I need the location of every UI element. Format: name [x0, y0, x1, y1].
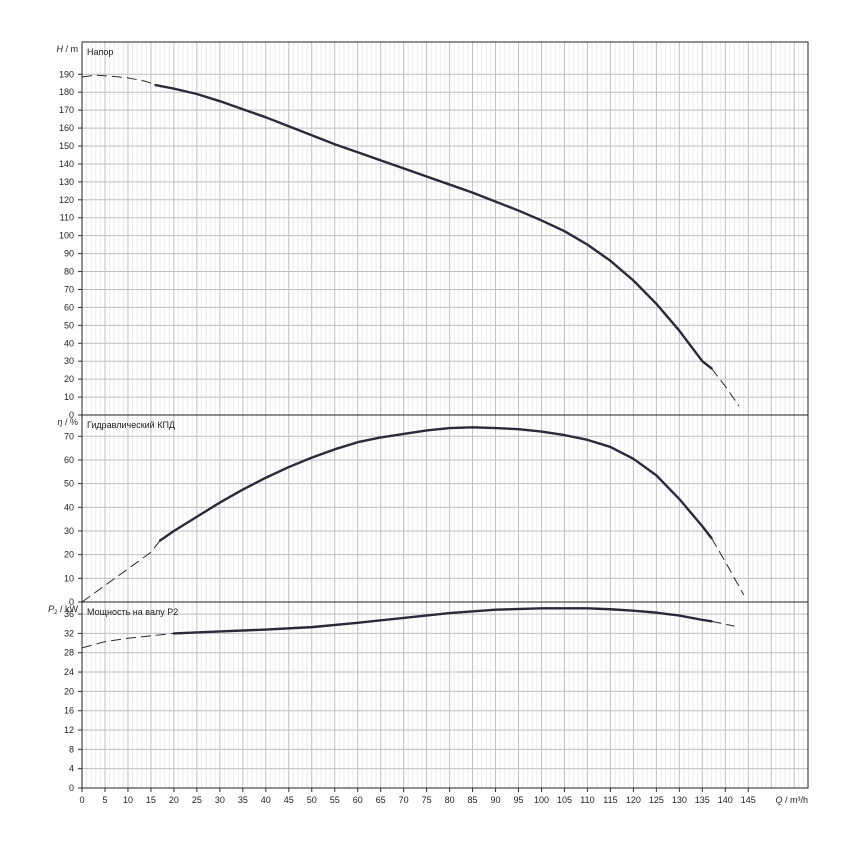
- y-tick-label: 130: [59, 177, 74, 187]
- y-tick-label: 40: [64, 338, 74, 348]
- y-tick-label: 4: [69, 764, 74, 774]
- y-tick-label: 80: [64, 267, 74, 277]
- y-tick-label: 10: [64, 573, 74, 583]
- x-axis-label: Q / m³/h: [775, 795, 808, 805]
- y-tick-label: 190: [59, 69, 74, 79]
- x-tick-label: 110: [580, 795, 594, 805]
- y-tick-label: 24: [64, 667, 74, 677]
- y-tick-label: 90: [64, 249, 74, 259]
- y-tick-label: 36: [64, 609, 74, 619]
- panel-frame: [81, 601, 809, 789]
- y-tick-label: 0: [69, 597, 74, 607]
- curve-solid: [158, 426, 713, 542]
- y-tick-label: 120: [59, 195, 74, 205]
- y-tick-label: 30: [64, 526, 74, 536]
- y-tick-label: 110: [60, 213, 74, 223]
- x-tick-label: 40: [261, 795, 271, 805]
- y-tick-label: 16: [64, 706, 74, 716]
- x-tick-label: 95: [514, 795, 524, 805]
- y-tick-label: 0: [69, 410, 74, 420]
- y-tick-label: 70: [64, 431, 74, 441]
- x-tick-label: 105: [557, 795, 572, 805]
- y-tick-label: 20: [64, 686, 74, 696]
- curve-dashed-right: [711, 537, 745, 596]
- y-tick-label: 32: [64, 628, 74, 638]
- x-tick-label: 120: [626, 795, 641, 805]
- curve-dashed-right: [711, 620, 735, 627]
- y-tick-label: 40: [64, 502, 74, 512]
- x-tick-label: 90: [491, 795, 501, 805]
- y-tick-label: 60: [64, 302, 74, 312]
- x-tick-label: 15: [146, 795, 156, 805]
- x-tick-label: 50: [307, 795, 317, 805]
- x-tick-label: 145: [741, 795, 756, 805]
- y-tick-label: 12: [64, 725, 74, 735]
- y-tick-label: 0: [69, 783, 74, 793]
- x-tick-label: 80: [445, 795, 455, 805]
- panel-title: Напор: [87, 47, 113, 57]
- y-tick-label: 160: [59, 123, 74, 133]
- x-tick-label: 135: [695, 795, 710, 805]
- x-tick-label: 25: [192, 795, 202, 805]
- y-tick-label: 10: [64, 392, 74, 402]
- x-axis: 0 5 10 15 20 25 30 35 40 45 50 55 60 65 70 75 80 85 90 95 10…: [79, 788, 808, 805]
- y-tick-label: 20: [64, 550, 74, 560]
- y-tick-label: 60: [64, 455, 74, 465]
- panel-0: 0 10 20 30 40 50 60 70 80 90 100 110 120 130 140 150 160…: [57, 41, 809, 420]
- y-tick-label: 100: [59, 231, 74, 241]
- x-tick-label: 115: [603, 795, 617, 805]
- y-axis-label: η / %: [57, 417, 78, 427]
- y-tick-label: 170: [59, 105, 74, 115]
- panel-2: 0 4 8 12 16 20 24 28 32 36 Мощность на валу P2 P2 /…: [48, 601, 809, 793]
- x-tick-label: 35: [238, 795, 248, 805]
- x-tick-label: 75: [422, 795, 432, 805]
- x-tick-label: 10: [123, 795, 133, 805]
- y-tick-label: 50: [64, 320, 74, 330]
- x-tick-label: 140: [718, 795, 733, 805]
- x-tick-label: 70: [399, 795, 409, 805]
- x-tick-label: 85: [468, 795, 478, 805]
- curve-dashed-right: [711, 368, 740, 407]
- y-tick-label: 20: [64, 374, 74, 384]
- x-tick-label: 0: [79, 795, 84, 805]
- y-tick-label: 70: [64, 284, 74, 294]
- x-tick-label: 130: [672, 795, 687, 805]
- y-tick-label: 180: [59, 87, 74, 97]
- y-tick-label: 28: [64, 648, 74, 658]
- panel-title: Мощность на валу P2: [87, 607, 178, 617]
- x-tick-label: 30: [215, 795, 225, 805]
- y-axis-label: P2 / kW: [48, 604, 78, 616]
- y-tick-label: 150: [59, 141, 74, 151]
- panel-1: 0 10 20 30 40 50 60 70 Гидравлический КПД η / %: [57, 414, 809, 607]
- x-tick-label: 65: [376, 795, 386, 805]
- x-tick-label: 20: [169, 795, 179, 805]
- curve-solid: [154, 83, 713, 370]
- x-tick-label: 5: [102, 795, 107, 805]
- curve-solid: [172, 607, 713, 635]
- y-axis-label: H / m: [57, 44, 79, 54]
- x-tick-label: 60: [353, 795, 363, 805]
- y-tick-label: 8: [69, 744, 74, 754]
- curve-dashed-left: [81, 632, 174, 649]
- panel-title: Гидравлический КПД: [87, 420, 175, 430]
- curve-dashed-left: [81, 74, 156, 86]
- y-tick-label: 30: [64, 356, 74, 366]
- x-tick-label: 55: [330, 795, 340, 805]
- y-tick-label: 140: [59, 159, 74, 169]
- x-tick-label: 125: [649, 795, 664, 805]
- y-tick-label: 50: [64, 479, 74, 489]
- curve-dashed-left: [81, 540, 161, 603]
- x-tick-label: 45: [284, 795, 294, 805]
- x-tick-label: 100: [534, 795, 549, 805]
